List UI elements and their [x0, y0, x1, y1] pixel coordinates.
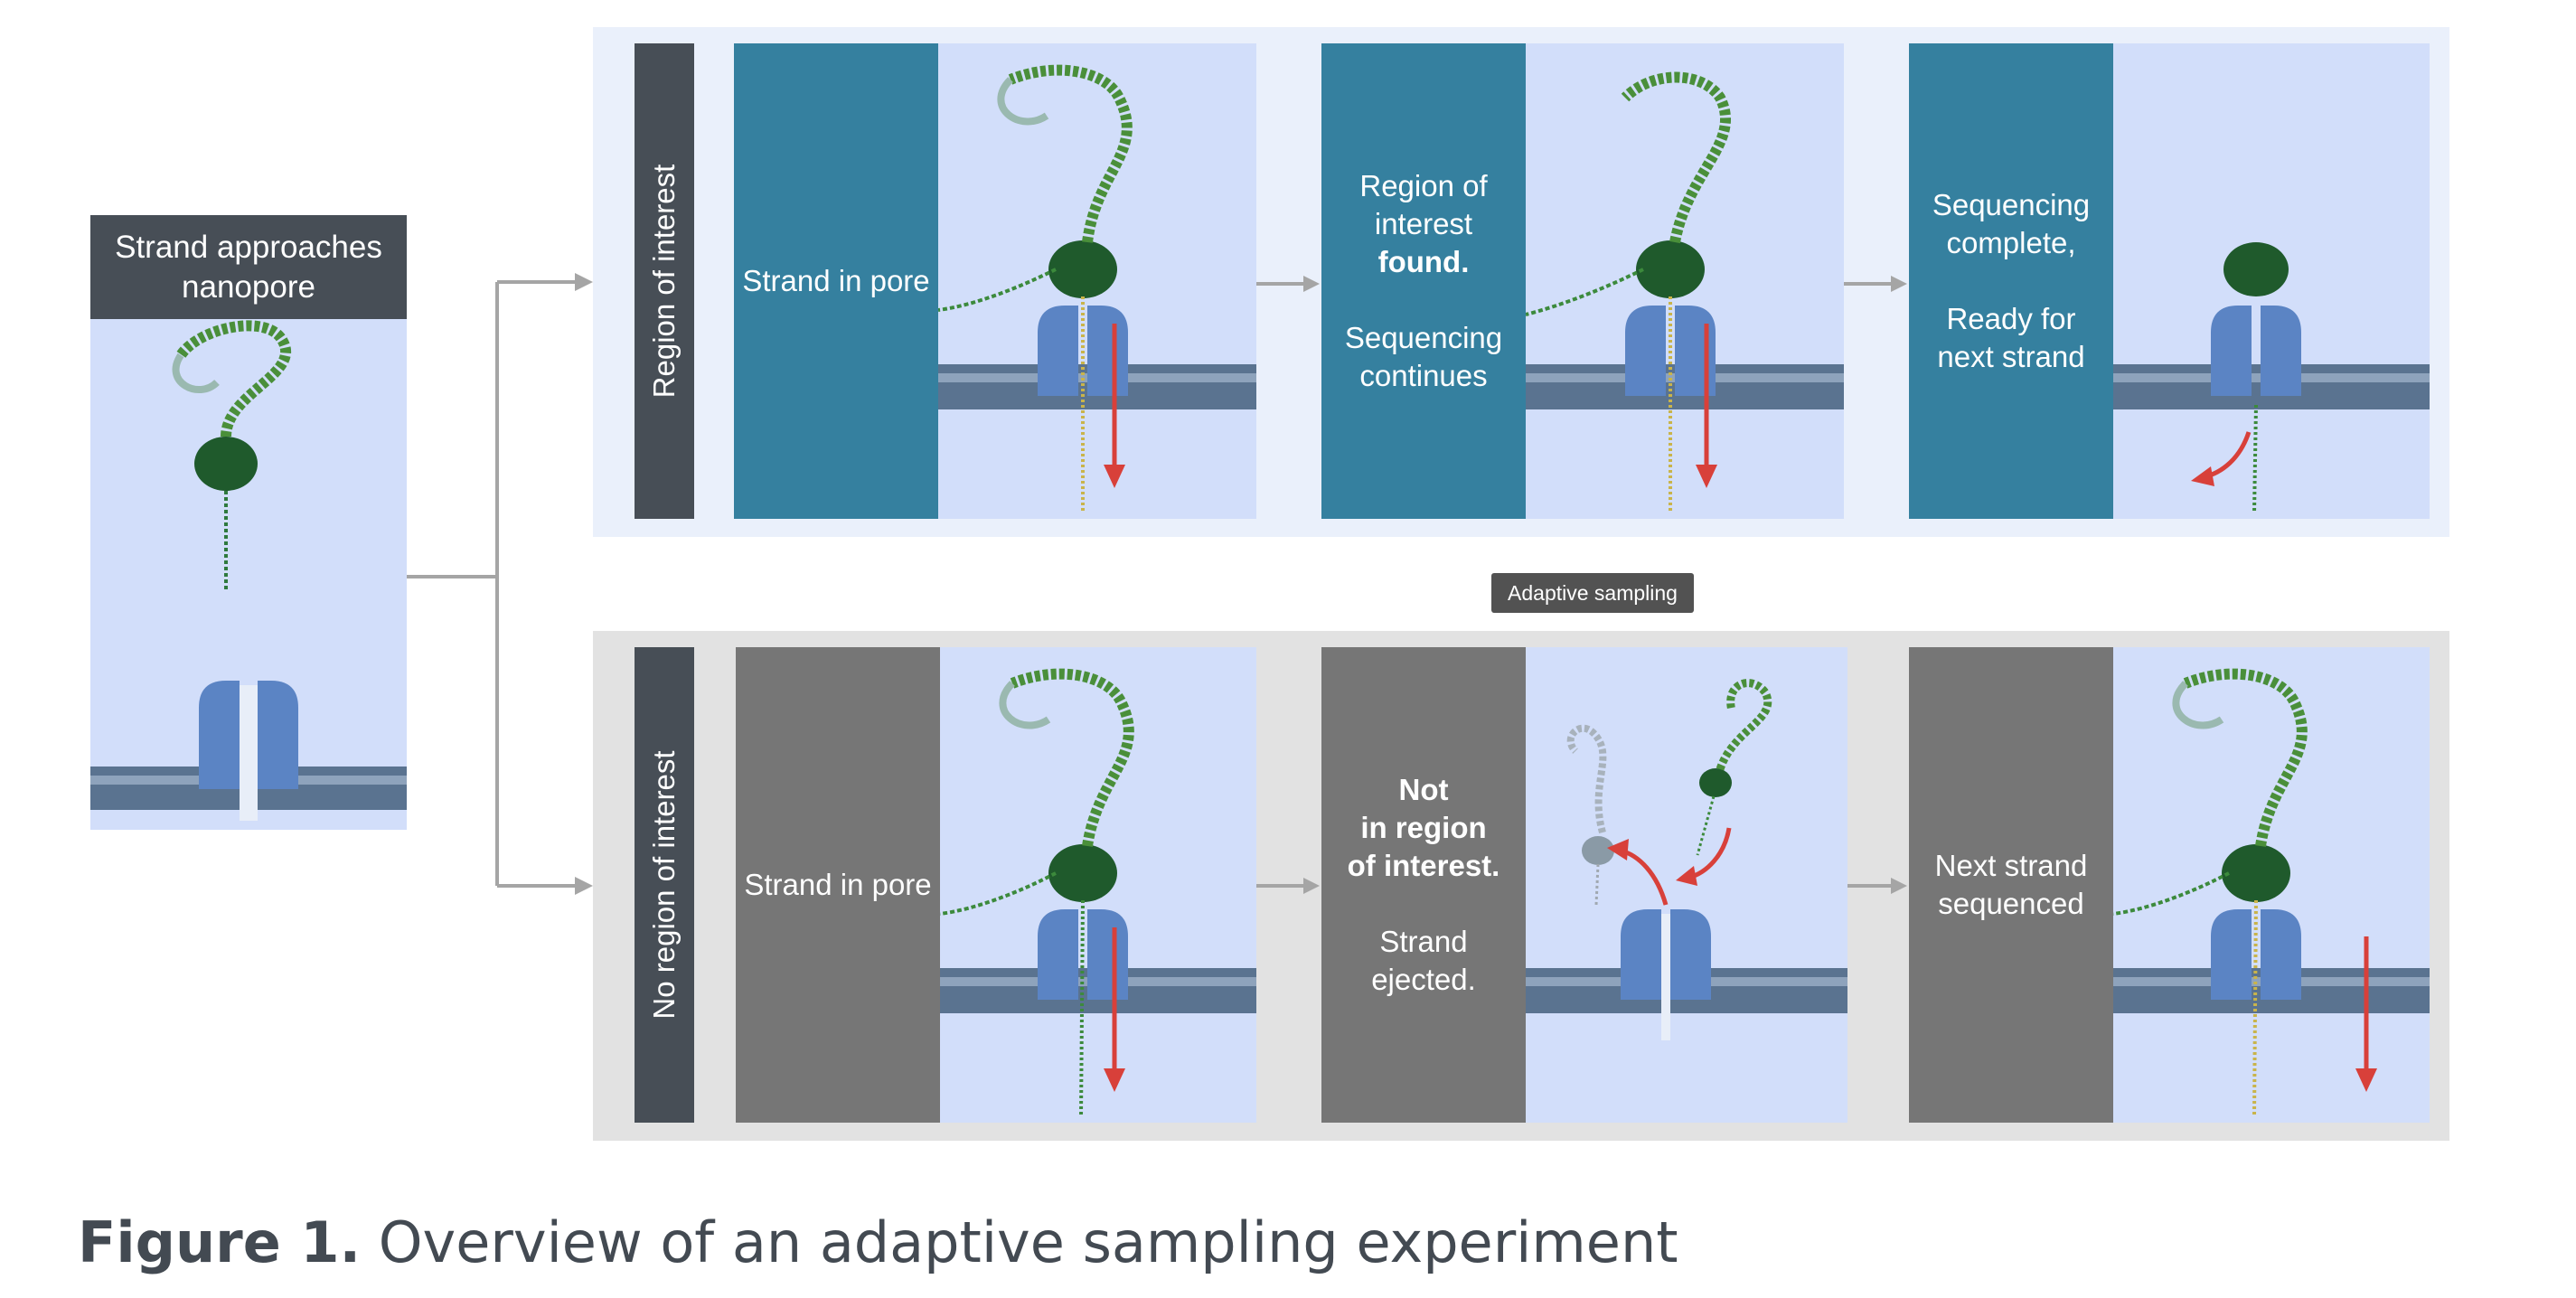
- card-text-line: Strand in pore: [744, 868, 932, 901]
- card-text-panel: Sequencing complete, Ready for next stra…: [1909, 43, 2113, 519]
- nanopore-icon: [1038, 306, 1078, 396]
- card-text-line: Next strand: [1934, 849, 2088, 882]
- nanopore-icon: [2211, 909, 2252, 1000]
- card-text-spacer: [1932, 262, 2090, 300]
- nanopore-icon: [199, 681, 298, 821]
- red-arrow-icon: [1104, 927, 1125, 1092]
- card-text-panel: Strand in pore: [736, 647, 940, 1123]
- flow-arrow-icon: [1847, 878, 1907, 894]
- nanopore-icon: [1625, 306, 1666, 396]
- noroi-card-strand-in-pore: Strand in pore: [736, 647, 1256, 1123]
- card-text-line: Strand in pore: [742, 264, 930, 297]
- nanopore-icon: [2211, 306, 2252, 396]
- strand-in-pore-illustration: [938, 64, 1256, 513]
- dna-strand-icon: [2252, 899, 2258, 1118]
- strand-ejected-illustration: [1526, 679, 1847, 1040]
- figure-caption: Figure 1. Overview of an adaptive sampli…: [78, 1202, 2157, 1284]
- nanopore-icon: [1621, 909, 1661, 1000]
- card-text-line: next strand: [1937, 340, 2085, 373]
- strand-in-pore-illustration: [940, 668, 1256, 1118]
- card-text-line: found.: [1377, 245, 1470, 278]
- card-text-line: Sequencing: [1932, 188, 2091, 221]
- start-title-line: Strand approaches: [115, 229, 382, 265]
- red-arrow-icon: [2191, 431, 2252, 486]
- card-text-line: sequenced: [1938, 887, 2084, 920]
- roi-card-strand-in-pore: Strand in pore: [734, 43, 1256, 519]
- motor-protein-icon: [2223, 242, 2289, 296]
- card-text-panel: Region of interest found. Sequencing con…: [1321, 43, 1526, 519]
- roi-card-sequencing-complete: Sequencing complete, Ready for next stra…: [1909, 43, 2430, 519]
- dna-strand-icon: [2252, 404, 2258, 514]
- figure-caption-text: Overview of an adaptive sampling experim…: [378, 1209, 1678, 1275]
- card-text-line: Ready for: [1946, 302, 2076, 335]
- dna-strand-icon: [1079, 899, 1085, 1118]
- card-text-line: complete,: [1946, 226, 2076, 259]
- card-text-line: Region of: [1359, 169, 1488, 202]
- card-text-line: continues: [1359, 359, 1488, 392]
- card-text-panel: Strand in pore: [734, 43, 938, 519]
- red-arrow-icon: [1607, 827, 1732, 906]
- sequencing-continues-illustration: [1526, 71, 1844, 513]
- flow-arrow-icon: [1256, 878, 1320, 894]
- figure-caption-label: Figure 1.: [78, 1209, 362, 1275]
- card-text-line: Not: [1398, 773, 1449, 806]
- noroi-row-label-text: No region of interest: [647, 750, 681, 1020]
- card-text-line: Strand: [1379, 925, 1468, 958]
- red-arrow-icon: [1696, 324, 1717, 488]
- motor-protein-icon: [1048, 240, 1117, 298]
- motor-protein-icon: [1699, 768, 1732, 797]
- motor-protein-icon: [1582, 836, 1614, 865]
- ready-next-strand-illustration: [2113, 242, 2430, 514]
- next-strand-illustration: [2113, 668, 2430, 1118]
- red-arrow-icon: [1104, 324, 1125, 488]
- motor-protein-icon: [2222, 844, 2290, 902]
- start-header: Strand approaches nanopore: [90, 215, 407, 319]
- flow-arrow-icon: [1844, 276, 1907, 292]
- card-text-panel: Not in region of interest. Strand ejecte…: [1321, 647, 1526, 1123]
- card-text-line: in region: [1360, 811, 1487, 844]
- roi-row-label-text: Region of interest: [647, 164, 681, 399]
- start-title-line: nanopore: [182, 268, 315, 305]
- motor-protein-icon: [194, 437, 258, 491]
- dna-strand-icon: [1566, 724, 1607, 834]
- card-text-spacer: [1348, 885, 1500, 923]
- start-panel: Strand approaches nanopore: [90, 215, 407, 830]
- red-arrow-icon: [2355, 936, 2377, 1092]
- branch-connector: [407, 273, 593, 895]
- card-text-line: interest: [1374, 207, 1473, 240]
- flow-arrow-icon: [1256, 276, 1320, 292]
- noroi-card-next-strand: Next strand sequenced: [1909, 647, 2430, 1123]
- card-text-line: Sequencing: [1344, 321, 1503, 354]
- roi-row-label: Region of interest: [635, 43, 694, 519]
- card-text-panel: Next strand sequenced: [1909, 647, 2113, 1123]
- roi-card-region-found: Region of interest found. Sequencing con…: [1321, 43, 1844, 519]
- nanopore-icon: [1038, 909, 1078, 1000]
- card-text-spacer: [1345, 281, 1502, 319]
- adaptive-sampling-tooltip: Adaptive sampling: [1491, 573, 1694, 613]
- flow-arrow-icon: [575, 273, 593, 895]
- card-text-line: of interest.: [1347, 849, 1500, 882]
- noroi-row-label: No region of interest: [635, 647, 694, 1123]
- motor-protein-icon: [1636, 240, 1705, 298]
- card-text-line: ejected.: [1371, 963, 1476, 996]
- motor-protein-icon: [1048, 844, 1117, 902]
- noroi-card-strand-ejected: Not in region of interest. Strand ejecte…: [1321, 647, 1847, 1123]
- strand-approach-illustration: [90, 320, 407, 821]
